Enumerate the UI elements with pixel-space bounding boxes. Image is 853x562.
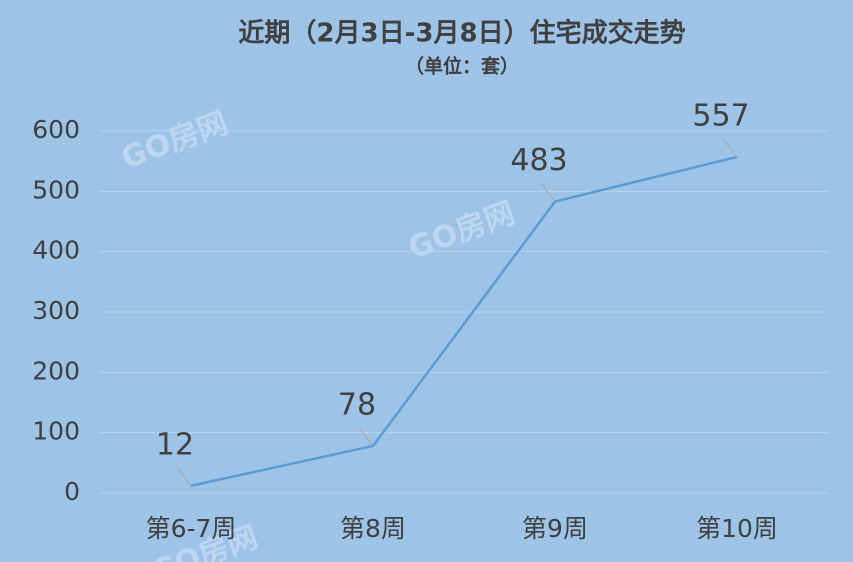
leader-line bbox=[358, 427, 374, 447]
leader-line bbox=[540, 183, 556, 202]
y-tick-label: 100 bbox=[32, 417, 80, 446]
leader-line bbox=[722, 138, 738, 158]
leader-line bbox=[176, 467, 192, 487]
y-tick-label: 500 bbox=[32, 175, 80, 204]
watermark: GO房网 bbox=[117, 106, 232, 177]
x-tick-label: 第9周 bbox=[522, 514, 588, 543]
data-label: 12 bbox=[156, 427, 194, 462]
data-line bbox=[190, 155, 738, 487]
y-tick-label: 600 bbox=[32, 115, 80, 144]
data-label: 557 bbox=[692, 98, 749, 133]
data-label: 78 bbox=[338, 387, 376, 422]
y-tick-label: 0 bbox=[64, 477, 80, 506]
x-tick-label: 第6-7周 bbox=[146, 514, 237, 543]
y-tick-label: 400 bbox=[32, 236, 80, 265]
x-tick-label: 第8周 bbox=[340, 514, 406, 543]
chart-subtitle: （单位：套） bbox=[405, 55, 519, 78]
y-tick-label: 200 bbox=[32, 356, 80, 385]
watermark: GO房网 bbox=[404, 196, 519, 267]
x-tick-label: 第10周 bbox=[696, 514, 778, 543]
y-tick-label: 300 bbox=[32, 296, 80, 325]
chart-title: 近期（2月3日-3月8日）住宅成交走势 bbox=[238, 18, 685, 49]
data-label: 483 bbox=[510, 143, 567, 178]
